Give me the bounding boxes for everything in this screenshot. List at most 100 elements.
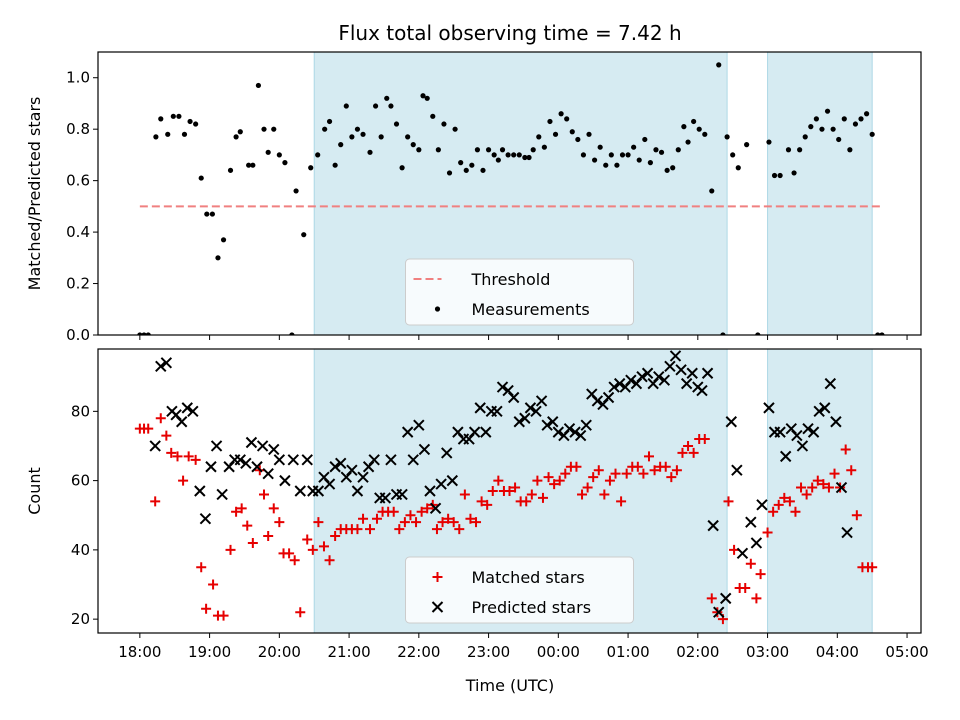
data-point	[696, 384, 708, 397]
data-point	[233, 134, 239, 140]
data-point	[199, 512, 212, 525]
data-point	[597, 144, 603, 150]
data-point	[706, 593, 717, 604]
data-point	[216, 488, 228, 501]
data-point	[273, 454, 286, 466]
data-point	[869, 131, 875, 137]
data-point	[429, 502, 442, 515]
data-point	[688, 447, 699, 458]
data-point	[723, 496, 734, 507]
data-point	[593, 465, 604, 476]
data-point	[824, 377, 837, 390]
data-point	[616, 496, 627, 507]
data-point	[707, 519, 719, 532]
data-point	[599, 489, 610, 500]
data-point	[751, 593, 762, 604]
data-point	[671, 465, 682, 476]
data-point	[496, 381, 509, 393]
data-point	[779, 492, 790, 503]
data-point	[399, 165, 405, 171]
data-point	[141, 332, 147, 335]
data-point	[446, 170, 453, 176]
data-point	[302, 534, 313, 545]
data-point	[399, 517, 410, 528]
data-point	[675, 147, 681, 153]
data-point	[330, 531, 341, 542]
data-point	[155, 413, 166, 424]
data-point	[279, 474, 291, 487]
data-point	[289, 332, 295, 335]
data-point	[268, 443, 280, 456]
data-point	[867, 562, 878, 573]
data-point	[541, 144, 547, 150]
data-point	[378, 134, 384, 140]
data-point	[153, 134, 159, 140]
data-point	[476, 496, 487, 507]
x-tick-label: 18:00	[118, 643, 161, 661]
data-point	[411, 517, 422, 528]
data-point	[176, 113, 182, 119]
legend-label: Threshold	[471, 270, 551, 289]
data-point	[625, 374, 637, 386]
data-point	[766, 139, 772, 145]
data-point	[181, 131, 188, 137]
data-point	[830, 126, 836, 132]
data-point	[332, 162, 338, 168]
data-point	[560, 468, 571, 479]
data-point	[653, 147, 659, 153]
x-tick-label: 19:00	[188, 643, 231, 661]
data-point	[530, 147, 536, 153]
data-point	[491, 152, 497, 158]
data-point	[384, 95, 390, 101]
data-point	[777, 172, 783, 179]
data-point	[507, 391, 520, 404]
data-point	[474, 147, 481, 153]
data-point	[569, 129, 575, 135]
data-point	[675, 364, 687, 376]
data-point	[250, 162, 256, 168]
panel-frame	[97, 51, 922, 336]
data-point	[256, 440, 269, 452]
data-point	[602, 391, 615, 404]
data-point	[586, 131, 592, 137]
data-point	[569, 426, 581, 438]
data-point	[632, 461, 643, 472]
data-point	[268, 503, 279, 514]
data-point	[731, 464, 743, 476]
data-point	[446, 474, 459, 487]
x-tick-label: 02:00	[676, 643, 719, 661]
data-point	[263, 531, 274, 542]
data-point	[852, 121, 859, 127]
data-point	[158, 116, 164, 122]
data-point	[771, 172, 778, 179]
data-point	[807, 426, 820, 438]
data-point	[431, 524, 442, 535]
data-point	[564, 116, 570, 122]
y-tick-label: 0.4	[66, 223, 90, 241]
data-point	[813, 405, 825, 418]
data-point	[813, 116, 819, 122]
data-point	[664, 360, 676, 373]
data-point	[465, 513, 476, 524]
x-axis-title: Time (UTC)	[465, 676, 554, 695]
data-point	[388, 103, 394, 109]
data-point	[519, 412, 531, 424]
data-point	[274, 517, 285, 528]
data-point	[323, 478, 336, 490]
data-point	[234, 454, 246, 466]
data-point	[875, 332, 881, 335]
data-point	[150, 496, 161, 507]
data-point	[649, 465, 660, 476]
data-point	[802, 422, 814, 435]
data-point	[879, 332, 885, 335]
data-point	[511, 152, 517, 158]
data-point	[841, 116, 847, 122]
data-point	[183, 451, 194, 462]
data-point	[437, 517, 448, 528]
data-point	[829, 468, 840, 479]
data-point	[638, 468, 649, 479]
data-point	[762, 527, 773, 538]
data-point	[452, 126, 458, 132]
data-point	[835, 481, 848, 494]
